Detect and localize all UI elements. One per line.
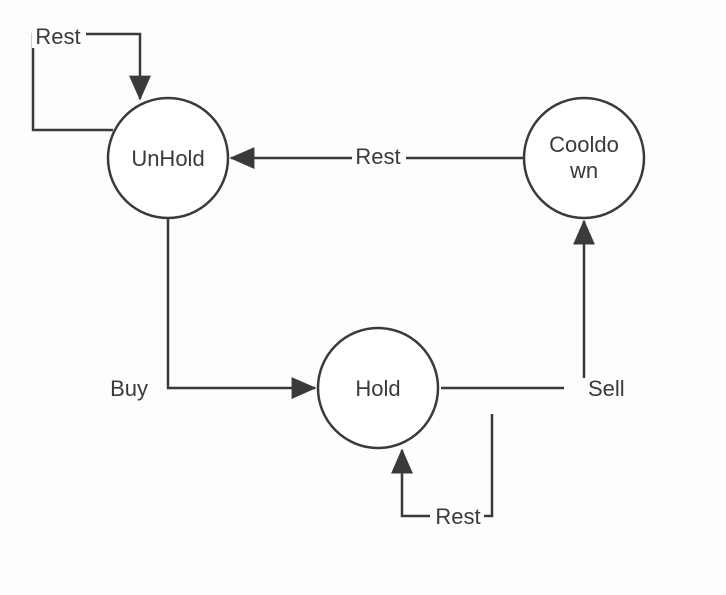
node-cooldown-label-line1: Cooldo — [549, 132, 619, 157]
edge-hold-self-rest-label: Rest — [435, 504, 480, 529]
edge-unhold-to-hold: Buy — [108, 218, 315, 402]
edge-cooldown-to-unhold: Rest — [231, 144, 524, 169]
edge-unhold-self-rest-label: Rest — [35, 24, 80, 49]
node-unhold: UnHold — [108, 98, 228, 218]
edge-unhold-to-hold-label: Buy — [110, 376, 148, 401]
node-cooldown: Cooldo wn — [524, 98, 644, 218]
node-hold: Hold — [318, 328, 438, 448]
node-hold-label: Hold — [355, 376, 400, 401]
edge-hold-to-cooldown-label: Sell — [588, 376, 625, 401]
edge-cooldown-to-unhold-label: Rest — [355, 144, 400, 169]
edge-unhold-self-rest: Rest — [32, 24, 140, 130]
node-cooldown-label-line2: wn — [569, 158, 598, 183]
edge-hold-to-cooldown: Sell — [441, 221, 625, 402]
node-unhold-label: UnHold — [131, 146, 204, 171]
